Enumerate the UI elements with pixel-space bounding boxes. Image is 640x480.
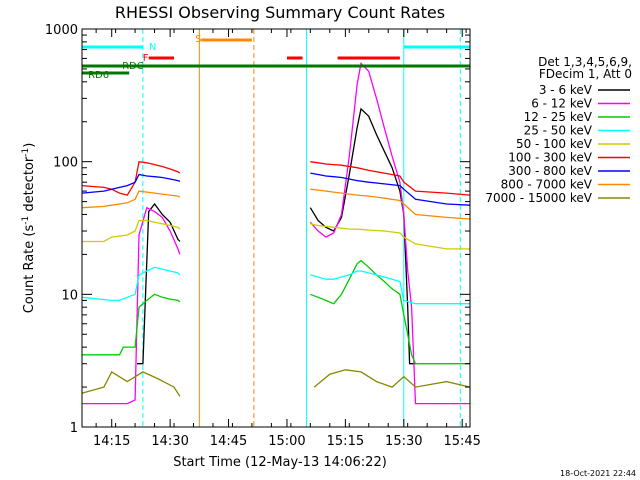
series-line (82, 219, 181, 243)
y-tick-label: 1 (70, 421, 78, 436)
series-line (313, 369, 471, 388)
series-line (310, 223, 470, 250)
legend-label: 100 - 300 keV (508, 151, 592, 165)
flag-label: S (195, 34, 201, 45)
series-line (82, 173, 181, 194)
series-line (309, 107, 416, 365)
series-line (82, 266, 181, 302)
y-axis-label-sup-1: -1 (21, 216, 31, 225)
y-axis: 1 10 100 1000 (45, 23, 470, 436)
flag-label: N (149, 42, 156, 53)
y-tick-label: 10 (61, 288, 78, 303)
series-line (310, 259, 470, 365)
y-axis-label-mid: detector (22, 156, 37, 216)
series-line (82, 190, 181, 209)
legend-label: 25 - 50 keV (524, 124, 593, 138)
x-tick-label: 14:15 (93, 434, 130, 449)
series-line (310, 161, 471, 196)
x-tick-label: 14:45 (210, 434, 247, 449)
y-axis-label-main: Count Rate (s (22, 225, 37, 314)
series-line (137, 202, 181, 365)
x-tick-label: 15:45 (443, 434, 480, 449)
legend-label: 800 - 7000 keV (501, 178, 593, 192)
timestamp: 18-Oct-2021 22:44 (560, 469, 636, 478)
series-line (309, 62, 470, 405)
x-tick-label: 14:30 (151, 434, 188, 449)
legend: Det 1,3,4,5,6,9, FDecim 1, Att 0 3 - 6 k… (485, 55, 632, 205)
chart-title: RHESSI Observing Summary Count Rates (115, 3, 445, 22)
legend-label: 50 - 100 keV (516, 137, 593, 151)
y-tick-label: 1000 (45, 23, 78, 38)
x-tick-label: 15:15 (327, 434, 364, 449)
series-line (82, 206, 181, 405)
legend-label: 300 - 800 keV (508, 164, 592, 178)
series-line (82, 293, 181, 356)
legend-label: 12 - 25 keV (524, 110, 593, 124)
y-axis-label: Count Rate (s-1 detector-1) (21, 143, 37, 314)
legend-label: 6 - 12 keV (531, 97, 593, 111)
y-tick-label: 100 (53, 156, 78, 171)
y-axis-label-end: ) (22, 143, 37, 148)
series-line (310, 270, 470, 305)
legend-header-1: Det 1,3,4,5,6,9, (538, 55, 632, 69)
series-line (81, 370, 181, 397)
flag-label: F (143, 53, 149, 64)
x-tick-label: 15:30 (385, 434, 422, 449)
x-axis-label: Start Time (12-May-13 14:06:22) (173, 455, 387, 470)
y-axis-label-sup-2: -1 (21, 148, 31, 157)
x-tick-label: 15:00 (268, 434, 305, 449)
plot-frame (81, 28, 471, 428)
legend-label: 3 - 6 keV (539, 83, 593, 97)
legend-label: 7000 - 15000 keV (485, 191, 592, 205)
series-line (310, 172, 471, 206)
flag-label: RD6 (88, 70, 109, 81)
x-axis: 14:15 14:30 14:45 15:00 15:15 15:30 15:45 (93, 29, 481, 449)
series-line (310, 188, 471, 220)
flag-label: RDC (122, 61, 144, 72)
legend-header-2: FDecim 1, Att 0 (539, 67, 632, 81)
